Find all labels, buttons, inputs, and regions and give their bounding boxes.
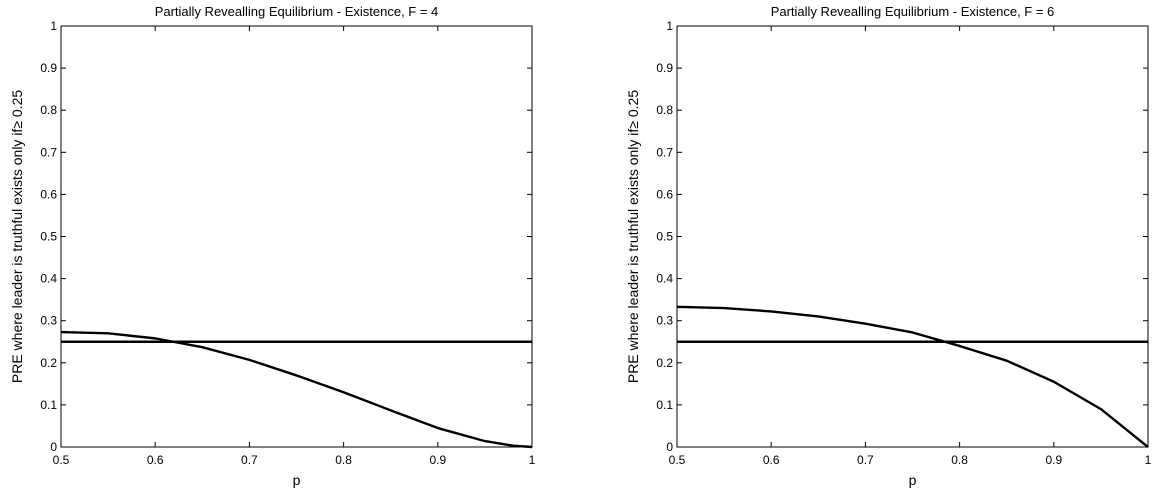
chart-1-ytick-label: 0 [50, 440, 57, 454]
chart-1: 0.5 0.6 0.7 0.8 0.9 1 0 0.1 0.2 0.3 0.4 0.5 0.6 0.7 0.… [9, 4, 536, 488]
chart-1-x-axis-label: p [293, 472, 301, 488]
chart-1-ytick-label: 0.6 [40, 187, 57, 201]
chart-2-y-axis-label: PRE where leader is truthful exists only… [625, 90, 641, 383]
chart-2-plot-frame [676, 25, 1149, 448]
chart-1-y-axis-label: PRE where leader is truthful exists only… [9, 90, 25, 383]
chart-2-ytick-label: 0.8 [656, 103, 673, 117]
chart-2-title: Partially Revealling Equilibrium - Exist… [771, 4, 1055, 19]
chart-1-ytick-label: 0.4 [40, 272, 57, 286]
chart-2-x-axis-label: p [909, 472, 917, 488]
chart-1-xtick-label: 0.6 [147, 453, 164, 467]
chart-2-xtick-label: 1 [1145, 453, 1152, 467]
chart-1-ytick-label: 0.2 [40, 356, 57, 370]
chart-1-xtick-label: 0.9 [429, 453, 446, 467]
chart-1-ytick-label: 0.9 [40, 61, 57, 75]
chart-2-ytick-label: 0.1 [656, 398, 673, 412]
chart-1-ytick-label: 1 [50, 19, 57, 33]
chart-2-xtick-label: 0.5 [669, 453, 686, 467]
chart-1-ytick-label: 0.7 [40, 145, 57, 159]
chart-1-series-1-line [60, 330, 533, 449]
chart-2-series-1-line [676, 305, 1149, 448]
chart-2-ytick-label: 0.9 [656, 61, 673, 75]
chart-2-ytick-label: 0.7 [656, 145, 673, 159]
chart-2-ytick-label: 0.4 [656, 272, 673, 286]
chart-2-xtick-label: 0.9 [1045, 453, 1062, 467]
chart-2: 0.5 0.6 0.7 0.8 0.9 1 0 0.1 0.2 0.3 0.4 0.5 0.6 0.7 0.… [625, 4, 1152, 488]
chart-1-xtick-label: 1 [529, 453, 536, 467]
chart-1-title: Partially Revealling Equilibrium - Exist… [155, 4, 439, 19]
chart-1-xtick-label: 0.5 [53, 453, 70, 467]
chart-2-xtick-label: 0.7 [857, 453, 874, 467]
chart-2-ytick-label: 1 [666, 19, 673, 33]
chart-1-ytick-label: 0.5 [40, 230, 57, 244]
chart-2-xtick-label: 0.8 [951, 453, 968, 467]
chart-2-ytick-label: 0 [666, 440, 673, 454]
chart-1-xtick-label: 0.8 [335, 453, 352, 467]
chart-1-ytick-label: 0.8 [40, 103, 57, 117]
chart-1-ytick-label: 0.1 [40, 398, 57, 412]
chart-1-ytick-label: 0.3 [40, 314, 57, 328]
chart-2-ytick-label: 0.6 [656, 187, 673, 201]
chart-2-xtick-label: 0.6 [763, 453, 780, 467]
chart-2-ytick-label: 0.2 [656, 356, 673, 370]
chart-2-ytick-label: 0.3 [656, 314, 673, 328]
chart-1-plot-frame [60, 25, 533, 448]
chart-1-xtick-label: 0.7 [241, 453, 258, 467]
chart-2-ytick-label: 0.5 [656, 230, 673, 244]
